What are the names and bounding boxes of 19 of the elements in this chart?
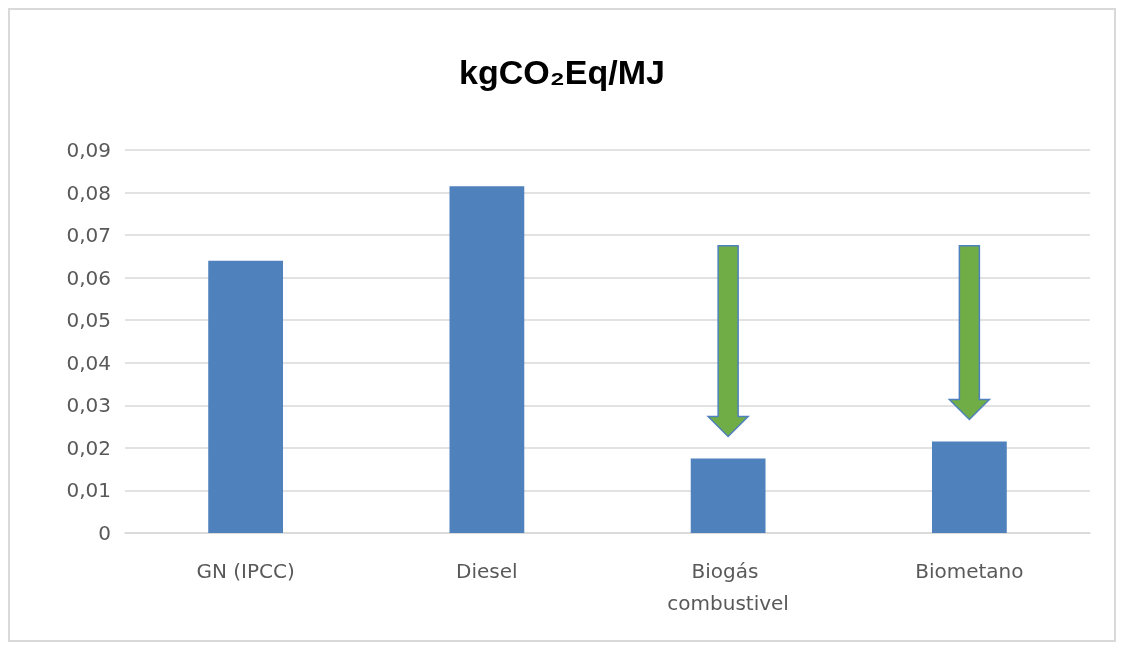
y-tick-label: 0,06 xyxy=(66,265,111,290)
y-tick-label: 0,01 xyxy=(66,478,111,503)
chart-title: kgCO₂Eq/MJ xyxy=(459,53,665,91)
x-tick-label: GN (IPCC) xyxy=(196,559,295,583)
bar xyxy=(208,260,284,533)
x-tick-label: Biogás combustivel xyxy=(667,559,789,615)
x-tick-label: Diesel xyxy=(456,559,518,583)
bar xyxy=(931,441,1007,533)
y-tick-label: 0,05 xyxy=(66,308,111,333)
y-tick-label: 0,04 xyxy=(66,350,111,375)
y-tick-label: 0,02 xyxy=(66,435,111,460)
y-tick-label: 0 xyxy=(98,521,111,545)
bar xyxy=(449,186,525,533)
bar xyxy=(690,458,766,533)
y-tick-label: 0,03 xyxy=(66,393,111,418)
y-tick-label: 0,08 xyxy=(66,180,111,205)
y-tick-label: 0,07 xyxy=(66,223,111,248)
x-tick-label: Biometano xyxy=(915,559,1024,583)
y-tick-label: 0,09 xyxy=(66,138,111,162)
